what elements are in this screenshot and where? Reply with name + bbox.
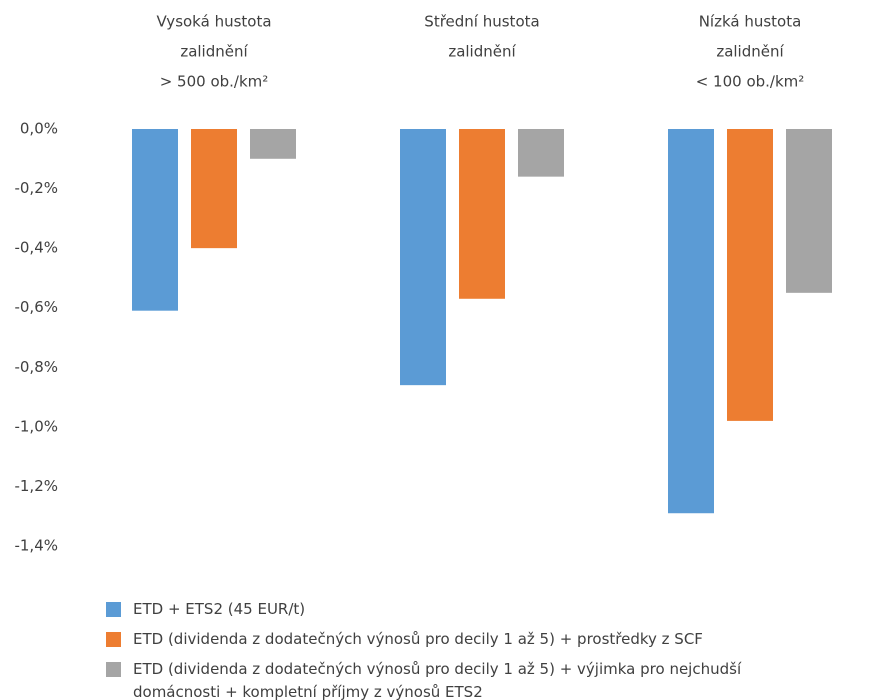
legend-label: ETD (dividenda z dodatečných výnosů pro …: [133, 630, 703, 648]
bar: [250, 129, 296, 159]
legend-swatch: [106, 632, 121, 647]
bar: [400, 129, 446, 386]
y-tick-label: 0,0%: [20, 120, 58, 138]
bar: [668, 129, 714, 514]
bar: [459, 129, 505, 299]
category-label: > 500 ob./km²: [160, 73, 269, 91]
legend-swatch: [106, 602, 121, 617]
legend-item: ETD + ETS2 (45 EUR/t): [106, 598, 826, 621]
y-tick-label: -0,4%: [14, 239, 58, 257]
legend-item: ETD (dividenda z dodatečných výnosů pro …: [106, 628, 826, 651]
bar: [132, 129, 178, 311]
bar: [191, 129, 237, 249]
legend-label: ETD + ETS2 (45 EUR/t): [133, 600, 306, 618]
y-tick-label: -0,2%: [14, 179, 58, 197]
category-label: Střední hustota: [424, 13, 539, 31]
bar: [518, 129, 564, 177]
category-label: zalidnění: [448, 43, 516, 61]
bar: [786, 129, 832, 293]
legend-item: ETD (dividenda z dodatečných výnosů pro …: [106, 658, 826, 700]
legend: ETD + ETS2 (45 EUR/t) ETD (dividenda z do…: [106, 598, 826, 700]
y-tick-label: -0,8%: [14, 358, 58, 376]
category-label: zalidnění: [716, 43, 784, 61]
y-tick-label: -0,6%: [14, 298, 58, 316]
category-label: Nízká hustota: [699, 13, 802, 31]
chart: 0,0% -0,2% -0,4% -0,6% -0,8% -1,0% -1,2% -1,4% V…: [14, 13, 832, 555]
y-tick-label: -1,0%: [14, 417, 58, 435]
y-tick-label: -1,4%: [14, 537, 58, 555]
category-label: < 100 ob./km²: [696, 73, 805, 91]
y-tick-label: -1,2%: [14, 477, 58, 495]
legend-swatch: [106, 662, 121, 677]
category-label: Vysoká hustota: [156, 13, 271, 31]
legend-label: ETD (dividenda z dodatečných výnosů pro …: [133, 660, 742, 700]
bar: [727, 129, 773, 421]
category-label: zalidnění: [180, 43, 248, 61]
